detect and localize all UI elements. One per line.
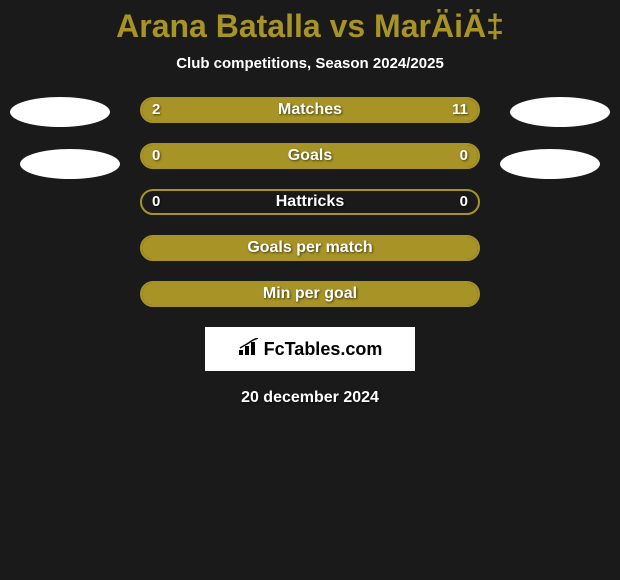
stat-row-hattricks: 0 Hattricks 0 — [140, 189, 480, 215]
stat-label: Goals per match — [142, 237, 478, 259]
page-title: Arana Batalla vs MarÄiÄ‡ — [0, 0, 620, 45]
stat-label: Matches — [142, 99, 478, 121]
subtitle: Club competitions, Season 2024/2025 — [0, 55, 620, 72]
player-right-badge-1 — [510, 97, 610, 127]
logo-box: FcTables.com — [205, 327, 415, 371]
stat-value-right: 11 — [452, 99, 468, 121]
logo-text: FcTables.com — [264, 339, 383, 360]
stat-bars: 2 Matches 11 0 Goals 0 0 Hattricks 0 Goa… — [140, 97, 480, 307]
stat-row-goals: 0 Goals 0 — [140, 143, 480, 169]
stat-value-right: 0 — [460, 191, 468, 213]
comparison-content: 2 Matches 11 0 Goals 0 0 Hattricks 0 Goa… — [0, 97, 620, 407]
stat-value-left: 0 — [152, 191, 160, 213]
stat-value-left: 0 — [152, 145, 160, 167]
stat-label: Goals — [142, 145, 478, 167]
stat-row-goals-per-match: Goals per match — [140, 235, 480, 261]
stat-label: Hattricks — [142, 191, 478, 213]
stat-label: Min per goal — [142, 283, 478, 305]
player-left-badge-2 — [20, 149, 120, 179]
stat-row-min-per-goal: Min per goal — [140, 281, 480, 307]
chart-icon — [238, 338, 260, 361]
player-right-badge-2 — [500, 149, 600, 179]
stat-value-right: 0 — [460, 145, 468, 167]
stat-value-left: 2 — [152, 99, 160, 121]
date-label: 20 december 2024 — [0, 389, 620, 407]
player-left-badge-1 — [10, 97, 110, 127]
stat-row-matches: 2 Matches 11 — [140, 97, 480, 123]
